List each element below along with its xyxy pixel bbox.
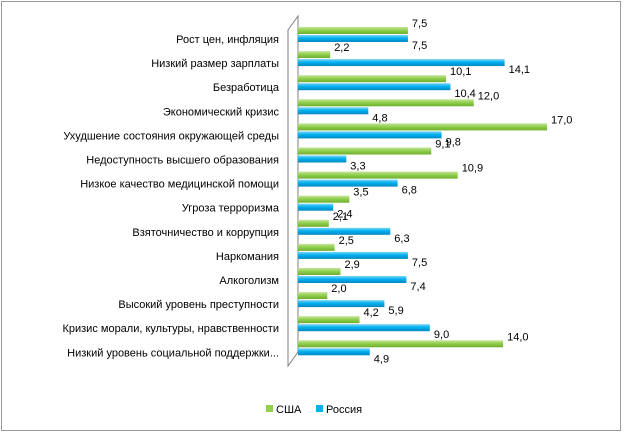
value-label-usa: 9,1 [435,139,450,151]
bar-usa [298,123,548,131]
bar-russia [298,107,369,115]
value-label-russia: 7,5 [412,40,427,52]
value-label-russia: 2,4 [337,209,352,221]
bar-russia [298,155,347,163]
value-label-russia: 4,8 [372,112,387,124]
value-label-usa: 10,1 [450,66,471,78]
bar-russia [298,59,505,67]
bar-usa [298,171,458,179]
value-label-usa: 4,2 [364,307,379,319]
bar-russia [298,251,408,259]
bar-usa [298,99,474,107]
value-label-usa: 10,9 [462,163,483,175]
value-label-russia: 6,8 [402,185,417,197]
value-label-russia: 4,9 [374,353,389,365]
category-label: Экономический кризис [163,106,280,118]
value-labels: 7,5 7,5 2,2 14,1 10,1 10,4 12,0 4,8 17,0 9,89,1 3,… [331,18,572,365]
category-label: Низкий уровень социальной поддержки... [67,347,279,359]
bar-russia [298,276,407,283]
legend-swatch-russia [316,405,323,412]
value-label-russia: 14,1 [509,64,530,76]
value-label-russia: 5,9 [388,305,403,317]
value-label-usa: 3,5 [353,187,368,199]
category-label: Недоступность высшего образования [86,155,279,167]
bar-russia [298,348,370,356]
bar-russia [298,324,430,332]
category-label: Безработица [213,82,280,94]
legend-swatch-usa [266,405,273,412]
category-label: Алкоголизм [219,275,279,287]
value-label-usa: 17,0 [551,114,572,126]
bar-usa [298,147,432,155]
value-label-usa: 7,5 [412,18,427,30]
category-label: Кризис морали, культуры, нравственности [62,323,279,335]
category-label: Рост цен, инфляция [176,34,279,46]
category-label: Наркомания [216,251,279,263]
value-label-russia: 6,3 [394,233,409,245]
bar-usa [298,75,446,83]
value-label-russia: 9,8 [446,136,461,148]
category-label: Высокий уровень преступности [118,299,279,311]
bar-usa [298,219,329,227]
legend-label-usa: США [276,404,302,416]
category-label: Низкое качество медицинской помощи [80,179,279,191]
bar-russia [298,203,334,211]
bar-usa [298,243,335,251]
value-label-usa: 14,0 [507,331,528,343]
value-label-russia: 7,4 [410,281,425,293]
value-label-usa: 2,0 [331,283,346,295]
bar-usa [298,195,350,203]
axis-wall [287,14,299,368]
category-label: Взяточничество и коррупция [132,227,279,239]
value-label-usa: 2,5 [339,235,354,247]
bar-russia [298,227,391,235]
bars-group [298,27,548,356]
bar-usa [298,340,504,348]
bar-usa [298,51,331,59]
category-label: Ухудшение состояния окружающей среды [63,130,279,142]
value-label-usa: 12,0 [478,90,499,102]
bar-usa [298,268,341,275]
category-label: Угроза терроризма [182,203,280,215]
value-label-russia: 7,5 [412,257,427,269]
bar-russia [298,300,385,308]
value-label-russia: 10,4 [454,88,475,100]
bar-russia [298,179,398,187]
legend-label-russia: Россия [326,404,362,416]
legend: США Россия [266,404,362,416]
value-label-usa: 2,2 [334,42,349,54]
bar-russia [298,35,408,42]
bar-russia [298,83,451,91]
category-label: Низкий размер зарплаты [151,58,279,70]
value-label-usa: 2,1 [333,211,348,223]
value-label-russia: 3,3 [350,161,365,173]
value-label-usa: 2,9 [345,259,360,271]
bar-usa [298,292,328,300]
bar-russia [298,131,442,139]
value-label-russia: 9,0 [434,329,449,341]
category-labels: Рост цен, инфляция Низкий размер зарплаты… [62,34,279,359]
bar-usa [298,27,408,34]
bar-usa [298,316,360,324]
